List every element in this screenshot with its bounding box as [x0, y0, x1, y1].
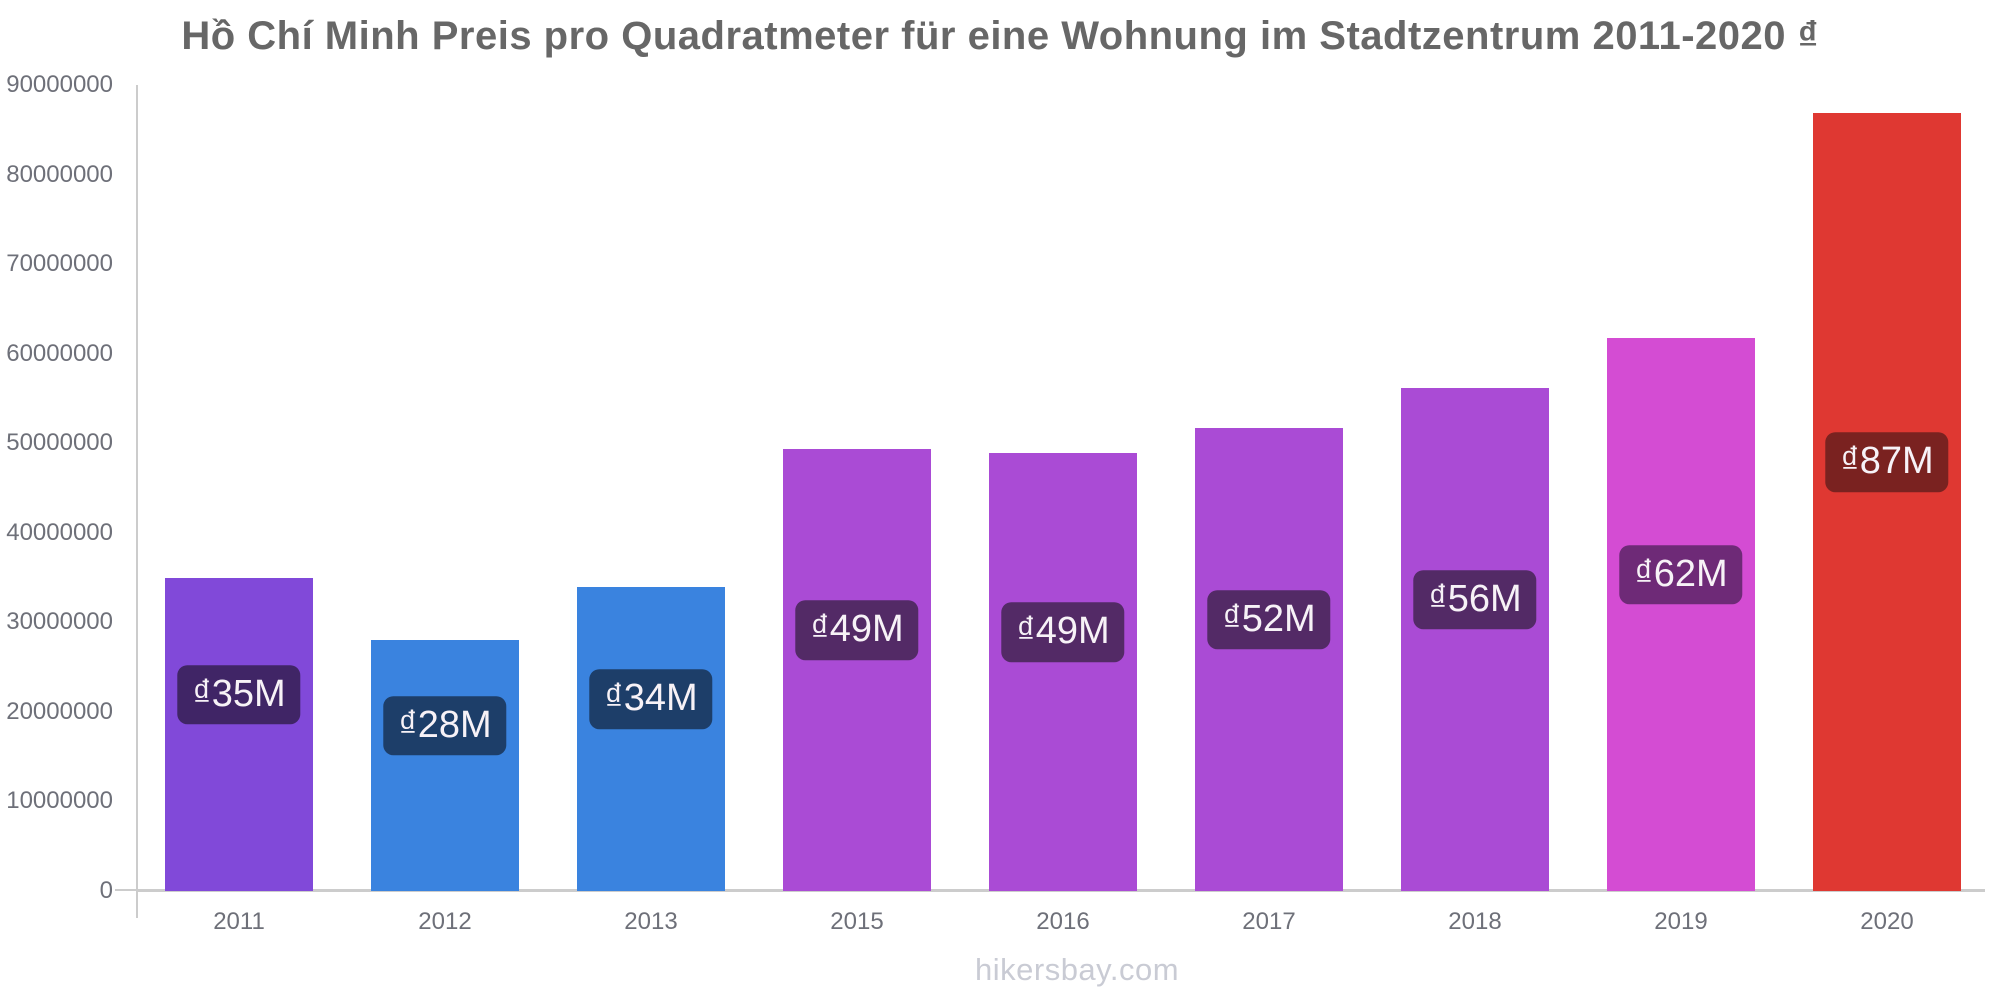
bar-value-label-2020: ₫87M	[1825, 432, 1949, 492]
y-tick-label: 80000000	[6, 160, 113, 188]
bar-2018: ₫56M	[1401, 388, 1549, 891]
bar-value-label-2011: ₫35M	[177, 664, 301, 725]
y-tick-label: 70000000	[6, 250, 113, 278]
bar-2017: ₫52M	[1195, 428, 1343, 891]
y-axis-zero-tick	[115, 889, 137, 891]
x-tick-label-2012: 2012	[418, 908, 472, 935]
bar-2015: ₫49M	[783, 449, 931, 891]
y-tick-label: 30000000	[6, 608, 113, 636]
bar-value-label-2015: ₫49M	[795, 600, 919, 660]
x-tick-label-2011: 2011	[213, 908, 265, 935]
y-tick-label: 50000000	[6, 429, 113, 457]
y-tick-label: 40000000	[6, 518, 113, 546]
bar-2013: ₫34M	[577, 587, 725, 891]
y-tick-label: 60000000	[6, 339, 113, 367]
bar-value-label-2018: ₫56M	[1413, 569, 1537, 630]
bar-value-label-2019: ₫62M	[1619, 544, 1743, 605]
bar-2020: ₫87M	[1813, 113, 1961, 891]
y-axis-line	[136, 85, 138, 918]
bar-value-label-2017: ₫52M	[1207, 589, 1331, 650]
bar-value-label-2012: ₫28M	[383, 695, 507, 756]
y-tick-label: 20000000	[6, 697, 113, 725]
bar-2016: ₫49M	[989, 453, 1137, 891]
watermark: hikersbay.com	[975, 952, 1180, 987]
y-tick-label: 90000000	[6, 71, 113, 98]
x-tick-label-2013: 2013	[624, 908, 678, 935]
x-tick-label-2017: 2017	[1242, 908, 1296, 935]
y-tick-label: 0	[99, 877, 113, 904]
x-tick-label-2019: 2019	[1654, 908, 1708, 935]
x-tick-label-2016: 2016	[1036, 908, 1090, 935]
x-tick-label-2018: 2018	[1448, 908, 1502, 935]
bar-2019: ₫62M	[1607, 338, 1755, 891]
bar-2011: ₫35M	[165, 578, 313, 891]
bar-value-label-2013: ₫34M	[589, 669, 713, 729]
chart-title: Hồ Chí Minh Preis pro Quadratmeter für e…	[181, 14, 1819, 58]
bar-value-label-2016: ₫49M	[1001, 602, 1125, 662]
x-tick-label-2015: 2015	[830, 908, 884, 935]
bar-2012: ₫28M	[371, 640, 519, 891]
y-tick-label: 10000000	[6, 787, 113, 815]
x-tick-label-2020: 2020	[1860, 908, 1914, 935]
